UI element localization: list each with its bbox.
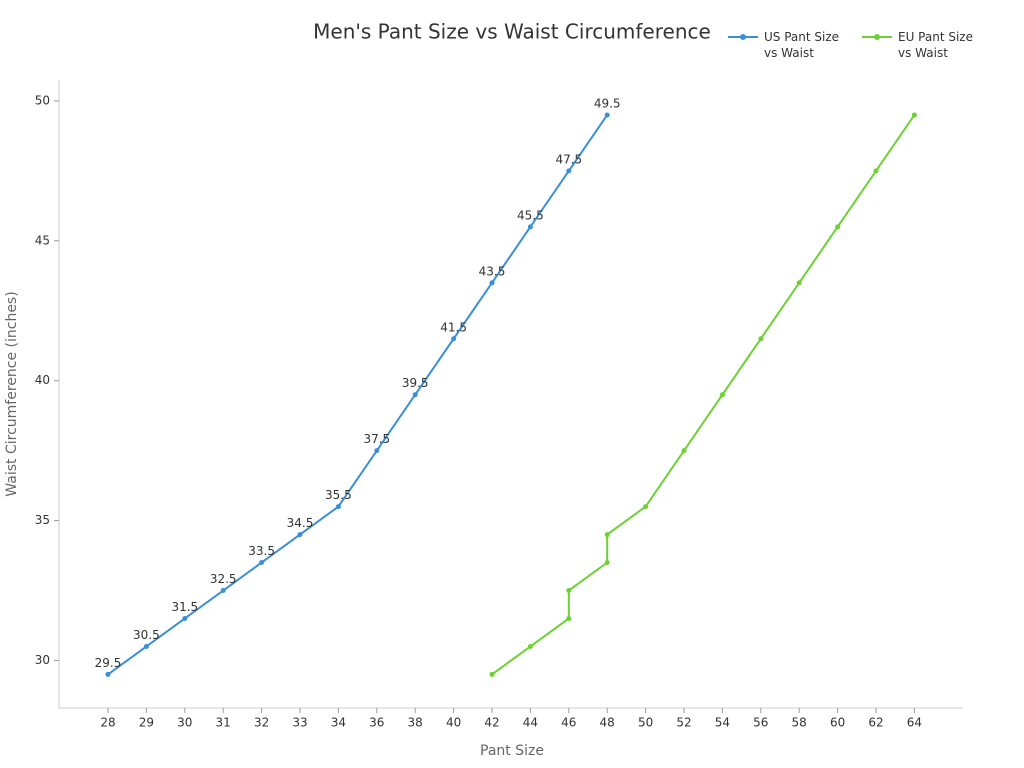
- x-tick-label: 44: [523, 716, 538, 730]
- data-point: [412, 392, 418, 398]
- x-axis-label: Pant Size: [480, 743, 544, 759]
- x-tick-label: 50: [638, 716, 653, 730]
- data-point: [604, 532, 610, 538]
- legend-item[interactable]: EU Pant Size vs Waist: [862, 29, 986, 61]
- y-tick-label: 45: [35, 233, 50, 247]
- legend-label: US Pant Size vs Waist: [764, 30, 840, 60]
- data-point: [335, 504, 341, 510]
- x-tick-label: 28: [100, 716, 115, 730]
- y-axis-label: Waist Circumference (inches): [4, 291, 20, 496]
- data-point: [374, 448, 380, 454]
- data-point: [259, 560, 265, 566]
- data-point: [527, 224, 533, 230]
- data-point: [489, 280, 495, 286]
- data-point: [566, 168, 572, 174]
- x-tick-label: 52: [676, 716, 691, 730]
- x-tick-label: 32: [254, 716, 269, 730]
- x-tick-label: 64: [907, 716, 922, 730]
- x-tick-label: 36: [369, 716, 384, 730]
- data-label: 49.5: [594, 96, 621, 110]
- data-label: 37.5: [363, 432, 390, 446]
- y-tick-label: 35: [35, 513, 50, 527]
- legend-label: EU Pant Size vs Waist: [898, 30, 973, 60]
- legend: US Pant Size vs Waist EU Pant Size vs Wai…: [728, 29, 986, 61]
- data-label: 29.5: [95, 656, 122, 670]
- data-point: [604, 112, 610, 118]
- data-point: [489, 671, 495, 677]
- x-tick-label: 46: [561, 716, 576, 730]
- data-point: [719, 392, 725, 398]
- x-tick-label: 33: [292, 716, 307, 730]
- data-point: [105, 671, 111, 677]
- data-point: [527, 643, 533, 649]
- legend-item[interactable]: US Pant Size vs Waist: [728, 29, 852, 61]
- data-point: [451, 336, 457, 342]
- x-tick-label: 31: [216, 716, 231, 730]
- series-line: [107, 114, 609, 676]
- data-label: 32.5: [210, 572, 237, 586]
- data-label: 39.5: [402, 376, 429, 390]
- data-label: 31.5: [171, 600, 198, 614]
- data-point: [182, 615, 188, 621]
- x-tick-label: 62: [868, 716, 883, 730]
- y-tick-label: 40: [35, 373, 50, 387]
- x-tick-label: 54: [715, 716, 730, 730]
- x-tick-label: 58: [792, 716, 807, 730]
- data-point: [835, 224, 841, 230]
- data-point: [566, 615, 572, 621]
- data-point: [297, 532, 303, 538]
- x-tick-label: 42: [484, 716, 499, 730]
- series-line: [491, 114, 916, 676]
- data-point: [566, 588, 572, 594]
- data-point: [220, 588, 226, 594]
- data-label: 43.5: [479, 264, 506, 278]
- data-point: [681, 448, 687, 454]
- x-tick-label: 30: [177, 716, 192, 730]
- y-tick-label: 30: [35, 653, 50, 667]
- x-tick-label: 60: [830, 716, 845, 730]
- data-point: [873, 168, 879, 174]
- x-tick-label: 56: [753, 716, 768, 730]
- data-label: 41.5: [440, 320, 467, 334]
- data-label: 34.5: [287, 516, 314, 530]
- legend-swatch: [862, 34, 892, 40]
- data-point: [911, 112, 917, 118]
- legend-swatch: [728, 34, 758, 40]
- x-tick-label: 40: [446, 716, 461, 730]
- data-point: [758, 336, 764, 342]
- data-point: [604, 560, 610, 566]
- data-point: [143, 643, 149, 649]
- data-point: [796, 280, 802, 286]
- chart-title: Men's Pant Size vs Waist Circumference: [313, 20, 711, 44]
- x-tick-label: 29: [139, 716, 154, 730]
- data-point: [643, 504, 649, 510]
- x-tick-label: 48: [600, 716, 615, 730]
- data-label: 47.5: [555, 152, 582, 166]
- data-label: 33.5: [248, 544, 275, 558]
- data-label: 30.5: [133, 628, 160, 642]
- x-tick-label: 34: [331, 716, 346, 730]
- x-tick-label: 38: [408, 716, 423, 730]
- y-tick-label: 50: [35, 93, 50, 107]
- data-label: 45.5: [517, 208, 544, 222]
- data-label: 35.5: [325, 488, 352, 502]
